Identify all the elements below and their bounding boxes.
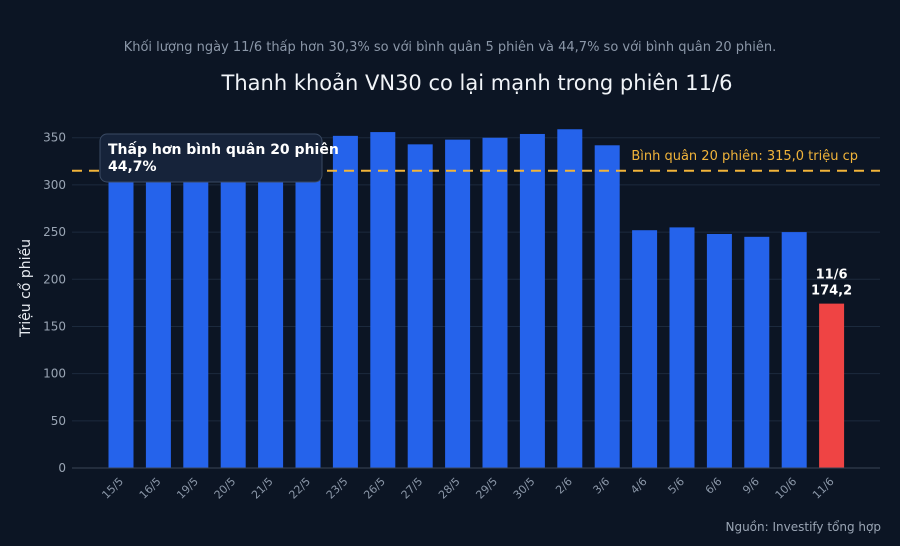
highlight-bar-label-value: 174,2 — [811, 284, 852, 299]
bar — [295, 171, 321, 468]
y-tick-label: 100 — [43, 367, 66, 381]
x-tick-label: 16/5 — [137, 475, 164, 502]
callout-box: Thấp hơn bình quân 20 phiên 44,7% — [99, 133, 339, 183]
y-tick-label: 50 — [51, 414, 66, 428]
bar — [145, 172, 171, 468]
bar — [445, 139, 471, 468]
bar — [108, 173, 134, 468]
x-tick-label: 29/5 — [473, 475, 500, 502]
average-line-label: Bình quân 20 phiên: 315,0 triệu cp — [631, 149, 858, 164]
bar — [669, 227, 695, 468]
y-axis-label: Triệu cổ phiếu — [17, 239, 34, 338]
bar — [632, 230, 658, 468]
callout-line-2: 44,7% — [108, 159, 157, 175]
x-tick-label: 22/5 — [286, 475, 313, 502]
bar — [370, 132, 396, 469]
x-tick-label: 26/5 — [361, 475, 388, 502]
x-tick-label: 28/5 — [436, 475, 463, 502]
x-tick-label: 10/6 — [773, 475, 800, 502]
x-tick-label: 21/5 — [249, 475, 276, 502]
y-tick-label: 150 — [43, 319, 66, 333]
x-tick-label: 23/5 — [324, 475, 351, 502]
x-tick-label: 5/6 — [665, 475, 687, 497]
bar — [407, 144, 433, 468]
x-axis-ticks: 15/5 16/5 19/5 20/5 21/5 22/5 23/5 26/5 27/5 28/5… — [99, 475, 836, 502]
y-tick-label: 200 — [43, 272, 66, 286]
y-tick-label: 350 — [43, 131, 66, 145]
bar-highlight — [819, 303, 845, 468]
x-tick-label: 6/6 — [703, 475, 725, 497]
x-tick-label: 15/5 — [99, 475, 126, 502]
x-tick-label: 3/6 — [591, 475, 613, 497]
bar — [183, 169, 209, 469]
callout-background — [99, 133, 323, 183]
bar — [706, 233, 732, 468]
bar — [220, 173, 246, 468]
x-tick-label: 30/5 — [511, 475, 538, 502]
x-tick-label: 20/5 — [212, 475, 239, 502]
highlight-bar-label-date: 11/6 — [816, 268, 848, 283]
source-note: Nguồn: Investify tổng hợp — [725, 520, 881, 534]
bar — [781, 232, 807, 468]
y-axis-ticks: 0 50 100 150 200 250 300 350 — [43, 131, 66, 475]
chart-title: Thanh khoản VN30 co lại mạnh trong phiên… — [221, 71, 733, 95]
y-tick-label: 0 — [58, 461, 66, 475]
bar — [557, 129, 583, 468]
chart-subtitle: Khối lượng ngày 11/6 thấp hơn 30,3% so v… — [124, 40, 777, 55]
x-tick-label: 11/6 — [810, 475, 837, 502]
bar — [519, 133, 545, 468]
bar — [744, 236, 770, 468]
y-tick-label: 250 — [43, 225, 66, 239]
x-tick-label: 4/6 — [628, 475, 650, 497]
bar — [332, 135, 358, 468]
x-tick-label: 9/6 — [740, 475, 762, 497]
bar — [482, 137, 508, 468]
bars — [108, 129, 845, 469]
bar — [258, 172, 284, 468]
callout-line-1: Thấp hơn bình quân 20 phiên — [108, 141, 339, 158]
x-tick-label: 19/5 — [174, 475, 201, 502]
y-tick-label: 300 — [43, 178, 66, 192]
bar — [594, 145, 620, 469]
x-tick-label: 27/5 — [399, 475, 426, 502]
x-tick-label: 2/6 — [553, 475, 575, 497]
